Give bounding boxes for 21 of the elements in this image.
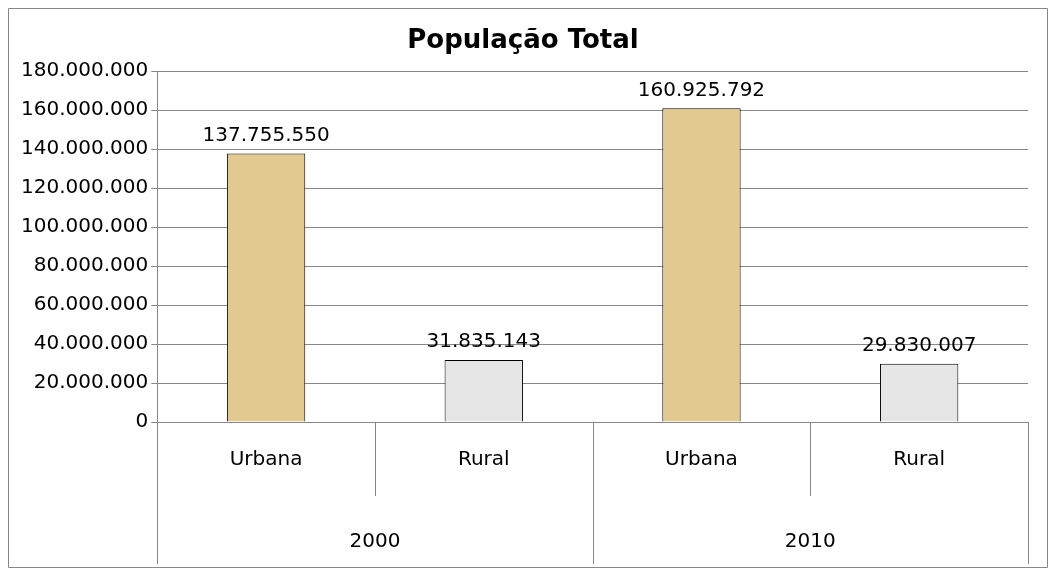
y-tick-label: 80.000.000 [33,252,149,277]
data-label: 137.755.550 [202,121,330,146]
y-tick-label: 0 [135,408,149,433]
x-tick-label: Urbana [229,446,303,471]
y-tick-label: 20.000.000 [33,369,149,394]
y-tick-label: 180.000.000 [20,57,149,82]
x-tick-label: Urbana [665,446,738,471]
data-label: 31.835.143 [426,328,542,353]
y-tick-label: 100.000.000 [20,213,149,238]
y-tick-label: 40.000.000 [33,330,149,355]
y-tick-label: 160.000.000 [20,96,149,121]
x-tick-label: Rural [893,446,946,471]
text: 2000 [349,528,401,553]
data-label: 29.830.007 [861,332,977,357]
y-tick-label: 60.000.000 [33,291,149,316]
data-label: 160.925.792 [637,76,766,101]
text: 2010 [784,528,836,553]
x-tick-label: Rural [457,446,510,471]
y-tick-label: 140.000.000 [20,135,149,160]
chart-title: População Total [407,24,639,55]
y-tick-label: 120.000.000 [20,174,149,199]
